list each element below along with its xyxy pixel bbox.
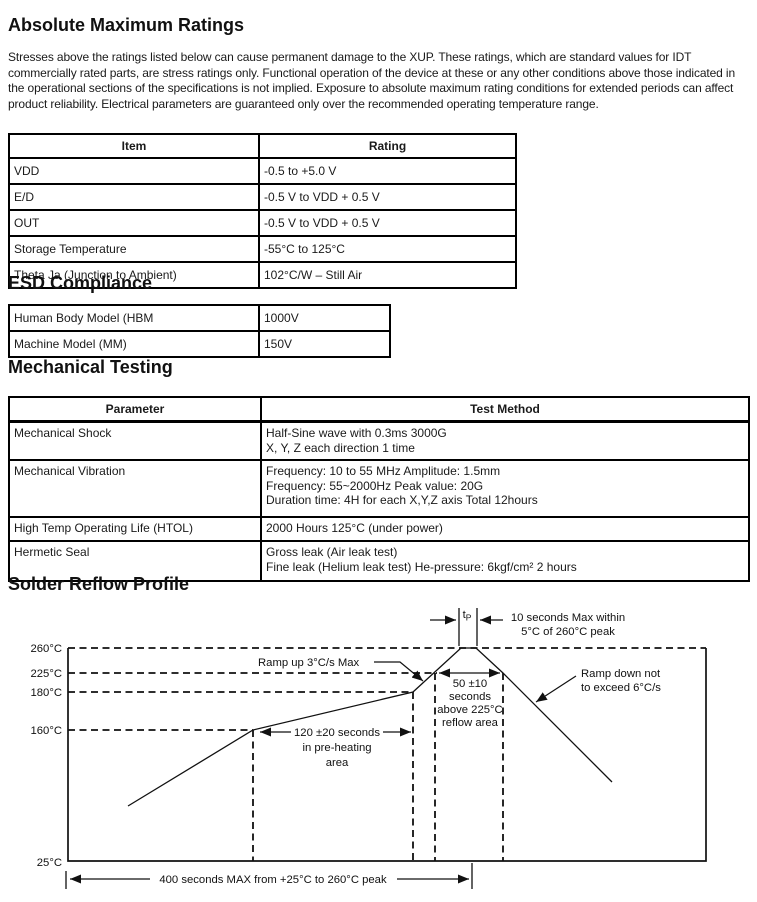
- test-method-line: Gross leak (Air leak test): [266, 545, 398, 559]
- axis-label-180c: 180°C: [30, 687, 62, 699]
- reflow-zone-note-line4: reflow area: [442, 717, 499, 729]
- tp-label-subscript: P: [466, 613, 472, 623]
- test-method-line: Half-Sine wave with 0.3ms 3000G: [266, 426, 447, 440]
- section-heading-esd-compliance: ESD Compliance: [8, 273, 153, 293]
- item-cell: Theta Ja (Junction to Ambient): [8, 261, 260, 289]
- rating-cell: -0.5 V to VDD + 0.5 V: [258, 209, 517, 237]
- ramp-up-leader-arrow: [374, 661, 424, 682]
- item-cell: Storage Temperature: [8, 235, 260, 263]
- section-heading-mechanical-testing: Mechanical Testing: [8, 357, 173, 377]
- item-cell: E/D: [8, 183, 260, 211]
- tp-label-base: t: [463, 609, 467, 621]
- ramp-down-note-line1: Ramp down not: [581, 668, 661, 680]
- test-method-cell: Frequency: 10 to 55 MHz Amplitude: 1.5mm…: [260, 459, 750, 518]
- section-heading-solder-reflow-profile: Solder Reflow Profile: [8, 574, 190, 594]
- value-cell: 150V: [258, 330, 391, 358]
- preheat-note-line1: 120 ±20 seconds: [294, 727, 380, 739]
- plot-axis-box: [67, 648, 707, 862]
- table-row: Hermetic Seal Gross leak (Air leak test)…: [8, 540, 750, 582]
- table-row: Theta Ja (Junction to Ambient) 102°C/W –…: [8, 261, 517, 289]
- table-header-row: Item Rating: [8, 133, 517, 159]
- tp-label: tP: [463, 609, 472, 623]
- table-row: Human Body Model (HBM 1000V: [8, 304, 391, 332]
- test-method-cell: Gross leak (Air leak test) Fine leak (He…: [260, 540, 750, 582]
- parameter-cell: Hermetic Seal: [8, 540, 262, 582]
- axis-label-225c: 225°C: [30, 668, 62, 680]
- ramp-down-note-line2: to exceed 6°C/s: [581, 682, 661, 694]
- test-method-line: Frequency: 55~2000Hz Peak value: 20G: [266, 478, 484, 493]
- parameter-cell: Mechanical Shock: [8, 420, 262, 461]
- test-method-line: Duration time: 4H for each X,Y,Z axis To…: [266, 493, 538, 508]
- preheat-note-line2: in pre-heating: [302, 742, 371, 754]
- test-method-line: X, Y, Z each direction 1 time: [266, 440, 415, 455]
- parameter-cell: Mechanical Vibration: [8, 459, 262, 518]
- temperature-profile-line: [127, 647, 613, 807]
- table-row: Storage Temperature -55°C to 125°C: [8, 235, 517, 263]
- table-header-row: Parameter Test Method: [8, 396, 750, 423]
- table-row: High Temp Operating Life (HTOL) 2000 Hou…: [8, 516, 750, 542]
- esd-compliance-table: Human Body Model (HBM 1000V Machine Mode…: [8, 304, 391, 358]
- item-cell: OUT: [8, 209, 260, 237]
- item-cell: Human Body Model (HBM: [8, 304, 260, 332]
- rating-cell: 102°C/W – Still Air: [258, 261, 517, 289]
- test-method-line: Fine leak (Helium leak test) He-pressure…: [266, 559, 577, 574]
- item-cell: VDD: [8, 157, 260, 185]
- table-row: Mechanical Vibration Frequency: 10 to 55…: [8, 459, 750, 518]
- value-cell: 1000V: [258, 304, 391, 332]
- preheat-note-line3: area: [326, 757, 349, 769]
- mech-col-header-test-method: Test Method: [260, 396, 750, 423]
- abs-max-col-header-item: Item: [8, 133, 260, 159]
- peak-duration-note-line2: 5°C of 260°C peak: [521, 626, 615, 638]
- reflow-zone-note-line1: 50 ±10: [453, 678, 487, 690]
- absolute-maximum-ratings-intro-text: Stresses above the ratings listed below …: [8, 50, 736, 112]
- test-method-cell: Half-Sine wave with 0.3ms 3000G X, Y, Z …: [260, 420, 750, 461]
- test-method-cell: 2000 Hours 125°C (under power): [260, 516, 750, 542]
- test-method-line: Frequency: 10 to 55 MHz Amplitude: 1.5mm: [266, 464, 501, 478]
- mechanical-testing-table: Parameter Test Method Mechanical Shock H…: [8, 396, 750, 582]
- item-cell: Machine Model (MM): [8, 330, 260, 358]
- table-row: VDD -0.5 to +5.0 V: [8, 157, 517, 185]
- mech-col-header-parameter: Parameter: [8, 396, 262, 423]
- solder-reflow-profile-diagram: tP 260°C 225°C 180°C 160°C 25°C 10 secon…: [30, 608, 707, 889]
- section-heading-absolute-maximum-ratings: Absolute Maximum Ratings: [8, 15, 245, 35]
- ramp-down-leader-arrow: [535, 675, 577, 703]
- reflow-zone-note-line3: above 225°C: [437, 704, 502, 716]
- axis-label-160c: 160°C: [30, 725, 62, 737]
- rating-cell: -0.5 V to VDD + 0.5 V: [258, 183, 517, 211]
- total-duration-note: 400 seconds MAX from +25°C to 260°C peak: [159, 874, 387, 886]
- axis-label-260c: 260°C: [30, 643, 62, 655]
- table-row: E/D -0.5 V to VDD + 0.5 V: [8, 183, 517, 211]
- rating-cell: -0.5 to +5.0 V: [258, 157, 517, 185]
- absolute-maximum-ratings-table: Item Rating VDD -0.5 to +5.0 V E/D -0.5 …: [8, 133, 517, 289]
- abs-max-col-header-rating: Rating: [258, 133, 517, 159]
- ramp-up-note: Ramp up 3°C/s Max: [258, 657, 360, 669]
- table-row: Machine Model (MM) 150V: [8, 330, 391, 358]
- table-row: OUT -0.5 V to VDD + 0.5 V: [8, 209, 517, 237]
- parameter-cell: High Temp Operating Life (HTOL): [8, 516, 262, 542]
- peak-duration-note-line1: 10 seconds Max within: [511, 612, 625, 624]
- axis-label-25c: 25°C: [37, 857, 62, 869]
- reflow-zone-note-line2: seconds: [449, 691, 491, 703]
- rating-cell: -55°C to 125°C: [258, 235, 517, 263]
- table-row: Mechanical Shock Half-Sine wave with 0.3…: [8, 420, 750, 461]
- test-method-line: 2000 Hours 125°C (under power): [266, 521, 443, 535]
